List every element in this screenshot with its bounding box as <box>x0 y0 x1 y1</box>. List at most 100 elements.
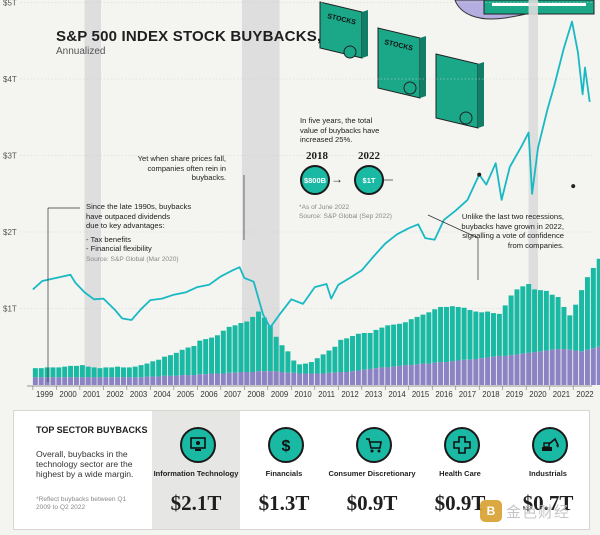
buyback-bar <box>420 314 426 364</box>
buyback-bar <box>467 310 473 360</box>
dividend-bar <box>596 346 600 385</box>
dividend-bar <box>526 352 532 385</box>
buyback-bar <box>120 367 126 378</box>
dividend-bar <box>320 373 326 385</box>
sector-financials: $ Financials $1.3T <box>240 411 328 529</box>
dividend-bar <box>115 377 121 385</box>
buyback-bar <box>214 335 220 374</box>
sector-industrials: Industrials $0.7T <box>504 411 592 529</box>
dividend-bar <box>267 371 273 385</box>
buyback-bar <box>479 312 485 359</box>
panel-title: TOP SECTOR BUYBACKS <box>36 425 148 435</box>
chart-subtitle: Annualized <box>56 46 106 57</box>
buyback-bar <box>191 345 197 376</box>
buyback-bar <box>537 290 543 352</box>
buyback-bar <box>361 332 367 370</box>
buyback-bar <box>561 306 567 350</box>
buyback-bar <box>303 363 309 374</box>
x-tick-label: 2012 <box>341 390 358 399</box>
watermark: B 金色财经 <box>480 500 570 522</box>
dividend-bar <box>508 355 514 385</box>
y-tick-label: $2T <box>3 228 17 237</box>
dividend-bar <box>79 377 85 385</box>
buyback-bar <box>209 337 215 374</box>
buyback-bar <box>397 323 402 366</box>
dividend-bar <box>291 372 297 385</box>
buyback-bar <box>97 368 103 378</box>
dividend-bar <box>561 349 567 385</box>
buyback-bar <box>443 306 449 363</box>
buyback-bar <box>579 290 585 352</box>
asof-annotation: *As of June 2022 Source: S&P Global (Sep… <box>299 204 392 220</box>
dividend-bar <box>338 371 344 385</box>
buyback-bar <box>267 325 273 372</box>
watermark-logo-icon: B <box>480 500 502 522</box>
buyback-bar <box>485 311 491 358</box>
buyback-bar <box>256 311 262 372</box>
stocks-illustration: STOCKS STOCKS <box>319 0 595 129</box>
dividend-bar <box>261 371 267 385</box>
buyback-bar <box>543 290 549 351</box>
buyback-bar <box>56 367 62 378</box>
buyback-bar <box>461 307 467 360</box>
dividend-bar <box>173 375 179 385</box>
svg-text:$: $ <box>282 438 291 455</box>
value-to-badge: $1T <box>354 165 384 195</box>
x-tick-label: 2001 <box>83 390 100 399</box>
dividend-bar <box>297 373 303 385</box>
dividend-bar <box>56 377 62 385</box>
buyback-bar <box>238 323 244 372</box>
medical-cross-icon <box>444 427 480 463</box>
index-line <box>32 20 591 329</box>
buyback-bar <box>414 316 420 365</box>
dividend-bar <box>490 356 496 385</box>
buyback-bar <box>490 313 496 357</box>
x-tick-label: 2002 <box>106 390 123 399</box>
buyback-bar <box>379 327 385 368</box>
buyback-bar <box>526 284 532 353</box>
stock-certificate <box>435 53 484 129</box>
buyback-bar <box>532 289 538 353</box>
x-tick-label: 2007 <box>224 390 241 399</box>
buyback-bar <box>50 367 56 378</box>
dividend-bar <box>414 364 420 385</box>
buyback-bar <box>344 338 350 372</box>
buyback-bar <box>520 286 526 354</box>
dividend-bar <box>103 377 109 385</box>
buyback-bar <box>291 360 297 373</box>
x-tick-label: 2004 <box>153 390 171 399</box>
buyback-bar <box>496 313 502 356</box>
buyback-bar <box>549 294 555 350</box>
y-tick-label: $3T <box>3 152 17 161</box>
buyback-bar <box>279 345 285 372</box>
sector-consumer-discretionary: Consumer Discretionary $0.9T <box>328 411 416 529</box>
x-tick-label: 2016 <box>435 390 452 399</box>
dividend-bar <box>397 365 402 385</box>
x-tick-label: 2011 <box>318 390 335 399</box>
y-tick-label: $5T <box>3 0 17 8</box>
dividend-bar <box>209 373 215 385</box>
buyback-bar <box>115 366 121 378</box>
dividend-bar <box>50 377 56 385</box>
buyback-bar <box>250 316 256 372</box>
dividend-bar <box>584 349 590 385</box>
dividend-bar <box>355 370 361 385</box>
dividend-bar <box>44 377 50 385</box>
dividend-bar <box>408 365 414 385</box>
watermark-text: 金色财经 <box>506 503 571 521</box>
dividend-bar <box>391 366 397 385</box>
buyback-bar <box>297 364 303 374</box>
x-tick-label: 2003 <box>130 390 147 399</box>
dividend-bar <box>420 363 426 385</box>
buyback-bar <box>314 358 320 374</box>
buyback-bar <box>68 365 74 378</box>
dividend-bar <box>567 349 573 385</box>
dividend-bar <box>438 362 444 385</box>
dividend-bar <box>455 360 461 385</box>
dividend-bar <box>85 377 91 385</box>
buyback-bar <box>261 317 267 372</box>
dividend-bar <box>273 371 279 385</box>
dividend-bar <box>150 376 156 385</box>
dividend-bar <box>385 367 391 385</box>
dividend-bar <box>373 368 379 385</box>
